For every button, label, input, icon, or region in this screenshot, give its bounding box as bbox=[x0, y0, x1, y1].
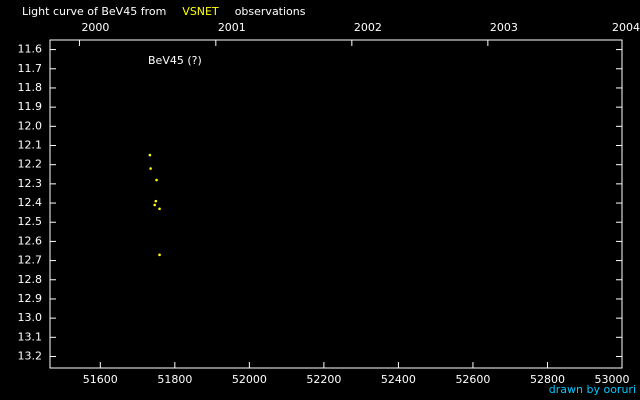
x-tick-label: 52200 bbox=[306, 373, 341, 386]
y-tick-label: 13.0 bbox=[18, 311, 43, 324]
data-point bbox=[148, 153, 152, 157]
data-point bbox=[158, 207, 161, 211]
top-tick-label: 2000 bbox=[81, 21, 109, 34]
credit: drawn by ooruri bbox=[549, 383, 636, 396]
y-tick-label: 12.5 bbox=[18, 215, 43, 228]
annotation: BeV45 (?) bbox=[148, 54, 202, 67]
y-tick-label: 13.1 bbox=[18, 330, 43, 343]
y-tick-label: 12.1 bbox=[18, 138, 43, 151]
y-tick-label: 11.9 bbox=[18, 100, 43, 113]
chart-title: Light curve of BeV45 from bbox=[22, 5, 166, 18]
data-point bbox=[154, 199, 158, 203]
chart-title: observations bbox=[235, 5, 306, 18]
chart-title: VSNET bbox=[182, 5, 219, 18]
top-tick-label: 2001 bbox=[218, 21, 246, 34]
y-tick-label: 11.8 bbox=[18, 81, 43, 94]
data-point bbox=[153, 203, 157, 207]
x-tick-label: 52000 bbox=[232, 373, 267, 386]
top-tick-label: 2004 bbox=[612, 21, 640, 34]
x-tick-label: 51800 bbox=[157, 373, 192, 386]
data-point bbox=[155, 178, 158, 182]
x-tick-label: 52600 bbox=[455, 373, 490, 386]
top-tick-label: 2003 bbox=[490, 21, 518, 34]
y-tick-label: 13.2 bbox=[18, 349, 43, 362]
y-tick-label: 12.4 bbox=[18, 196, 43, 209]
y-tick-label: 11.6 bbox=[18, 43, 43, 56]
x-tick-label: 51600 bbox=[83, 373, 118, 386]
x-tick-label: 53000 bbox=[595, 373, 630, 386]
y-tick-label: 12.9 bbox=[18, 292, 43, 305]
y-tick-label: 12.0 bbox=[18, 119, 43, 132]
y-tick-label: 12.8 bbox=[18, 273, 43, 286]
x-tick-label: 52800 bbox=[530, 373, 565, 386]
y-tick-label: 12.7 bbox=[18, 254, 43, 267]
data-point bbox=[158, 253, 161, 257]
y-tick-label: 12.3 bbox=[18, 177, 43, 190]
y-tick-label: 12.2 bbox=[18, 158, 43, 171]
data-point bbox=[149, 167, 152, 170]
y-tick-label: 12.6 bbox=[18, 234, 43, 247]
y-tick-label: 11.7 bbox=[18, 62, 43, 75]
plot-frame bbox=[49, 39, 623, 369]
x-tick-label: 52400 bbox=[381, 373, 416, 386]
top-tick-label: 2002 bbox=[354, 21, 382, 34]
